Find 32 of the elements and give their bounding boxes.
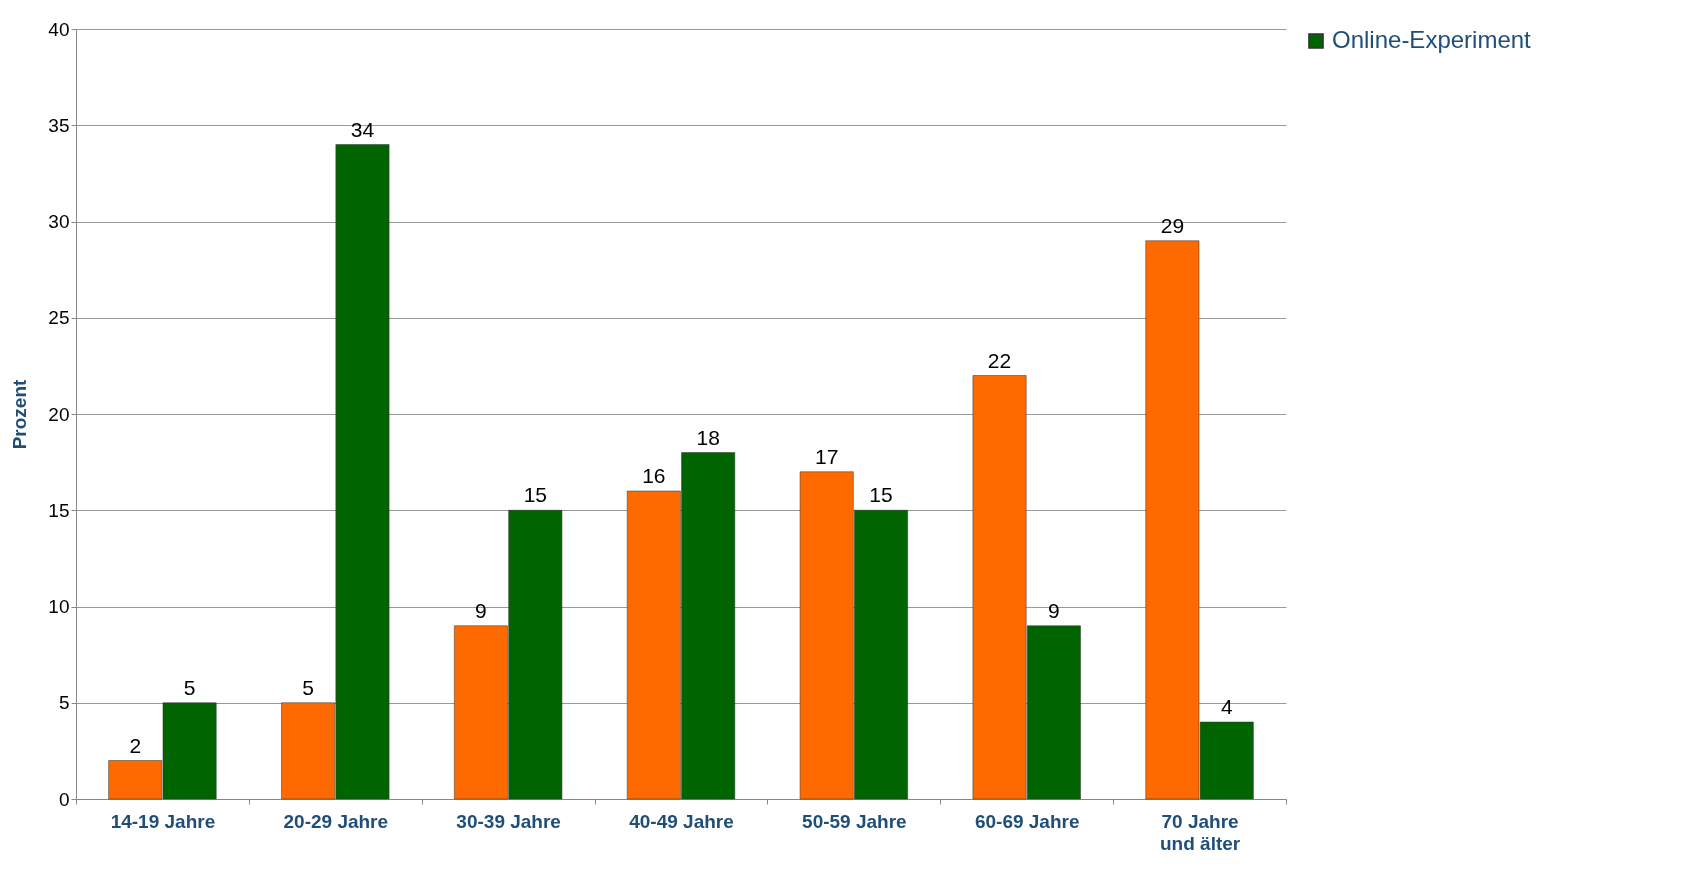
data-label: 5 xyxy=(302,675,314,699)
legend-label: Online-Experiment xyxy=(1332,26,1532,53)
y-tick-label: 10 xyxy=(48,596,70,617)
data-label: 15 xyxy=(869,483,893,507)
data-label: 17 xyxy=(815,444,839,468)
data-label: 18 xyxy=(696,425,720,449)
x-tick-label: 14-19 Jahre xyxy=(110,810,216,832)
y-tick-label: 30 xyxy=(48,211,70,232)
data-label: 22 xyxy=(987,348,1012,372)
data-label: 15 xyxy=(523,483,547,507)
y-tick-label: 15 xyxy=(48,499,70,521)
data-label: 5 xyxy=(183,675,196,699)
y-tick-label: 20 xyxy=(48,403,70,425)
y-tick-label: 0 xyxy=(58,788,70,810)
data-label: 2 xyxy=(129,733,142,757)
y-tick-label: 35 xyxy=(48,114,70,136)
data-label: 4 xyxy=(1220,695,1233,718)
x-tick-label: 30-39 Jahre xyxy=(456,810,561,832)
x-tick-label: 20-29 Jahre xyxy=(283,810,389,832)
y-axis-title: Prozent xyxy=(9,379,31,450)
data-label: 34 xyxy=(350,117,375,141)
x-tick-label: 50-59 Jahre xyxy=(802,810,907,832)
y-tick-label: 5 xyxy=(58,692,70,714)
y-tick-label: 40 xyxy=(48,18,70,40)
data-label: 16 xyxy=(642,464,666,487)
x-tick-label: 60-69 Jahre xyxy=(974,810,1080,832)
data-label: 9 xyxy=(475,598,487,622)
x-tick-label: 40-49 Jahre xyxy=(629,810,734,832)
data-label: 9 xyxy=(1048,598,1060,622)
data-label: 29 xyxy=(1160,213,1185,237)
y-tick-label: 25 xyxy=(48,307,70,329)
x-tick-label: 70 Jahre und älter xyxy=(1159,810,1241,854)
